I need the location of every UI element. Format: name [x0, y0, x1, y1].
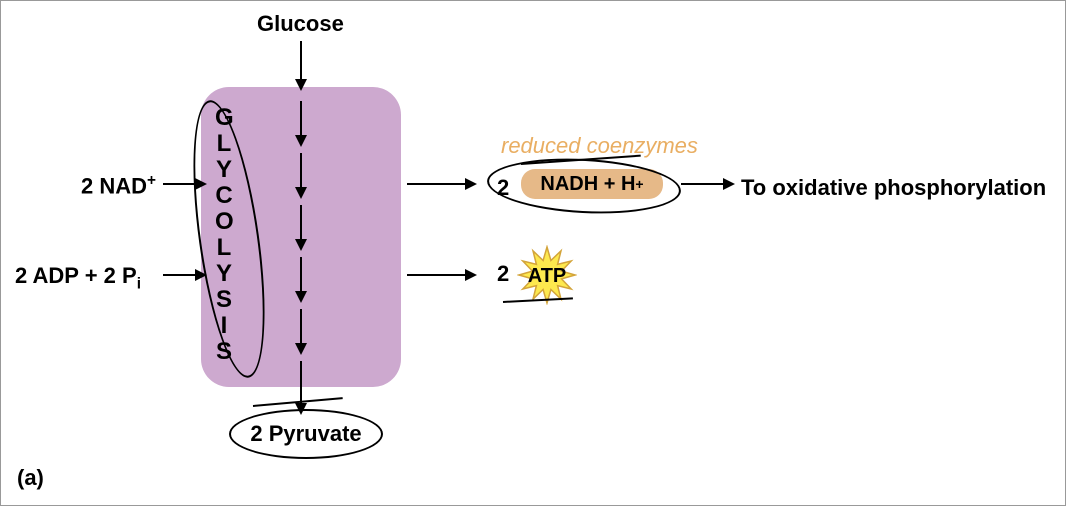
- handdrawn-nadh-circle: [486, 154, 683, 218]
- arrow-to-nadh: [407, 183, 467, 185]
- panel-label: (a): [17, 465, 44, 491]
- arrow-adp-in: [163, 274, 197, 276]
- to-oxphos-label: To oxidative phosphorylation: [741, 175, 1046, 201]
- atp-count-label: 2: [497, 261, 509, 287]
- arrow-inside-5: [300, 309, 302, 345]
- arrow-inside-4: [300, 257, 302, 293]
- arrow-nad-in: [163, 183, 197, 185]
- adp-input-label: 2 ADP + 2 Pi: [15, 263, 141, 293]
- arrow-glucose-to-box: [300, 41, 302, 81]
- pyruvate-oval: 2 Pyruvate: [229, 409, 383, 459]
- arrow-inside-1: [300, 101, 302, 137]
- diagram-stage: GLYCOLYSIS Glucose 2 NAD+ 2 ADP + 2 Pi 2…: [0, 0, 1066, 506]
- handwritten-reduced-coenzymes: reduced coenzymes: [501, 133, 698, 159]
- arrow-box-to-pyruvate: [300, 361, 302, 405]
- arrow-to-atp: [407, 274, 467, 276]
- pyruvate-label: 2 Pyruvate: [250, 421, 361, 447]
- arrow-inside-3: [300, 205, 302, 241]
- arrow-inside-2: [300, 153, 302, 189]
- arrow-nadh-to-oxphos: [681, 183, 725, 185]
- nad-input-label: 2 NAD+: [81, 172, 156, 199]
- atp-label: ATP: [517, 265, 577, 288]
- glucose-label: Glucose: [257, 11, 344, 37]
